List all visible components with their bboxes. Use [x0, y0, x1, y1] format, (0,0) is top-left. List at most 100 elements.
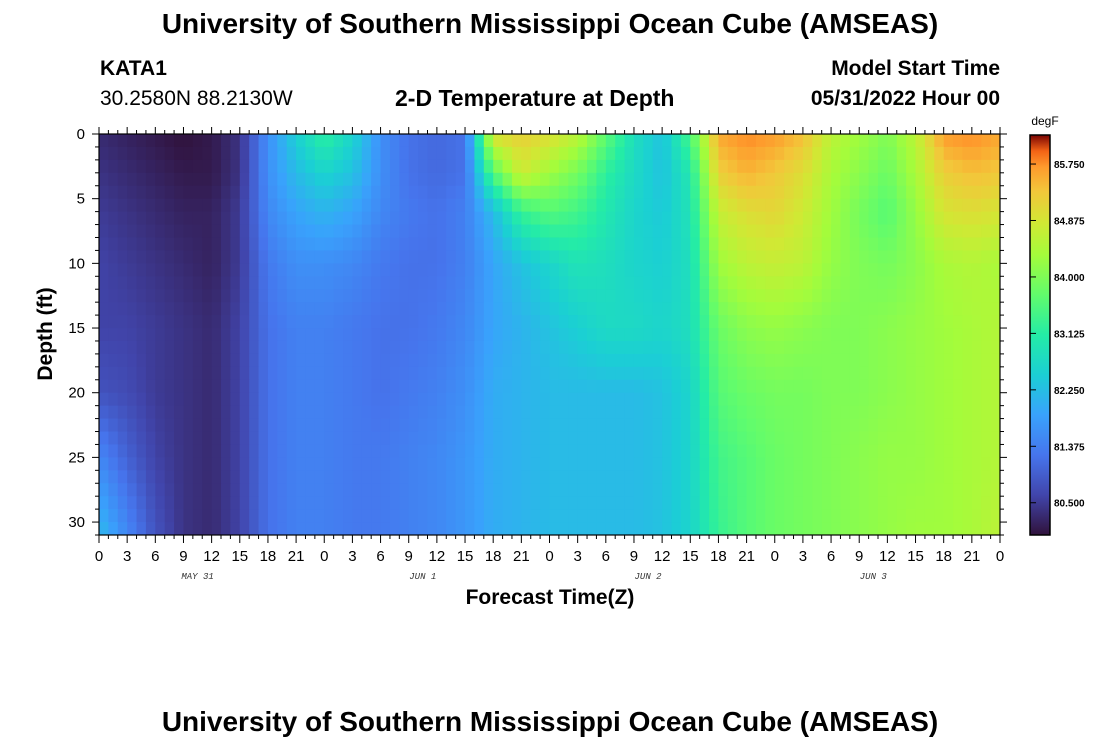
heatmap-cell	[389, 198, 400, 213]
heatmap-cell	[924, 289, 935, 303]
colorbar: degF 85.75084.87584.00083.12582.25081.37…	[1029, 114, 1085, 536]
x-tick-label: 6	[151, 548, 159, 565]
heatmap-cell	[877, 172, 888, 187]
heatmap-cell	[136, 418, 147, 433]
heatmap-cell	[211, 366, 222, 381]
heatmap-cell	[164, 509, 175, 523]
heatmap-cell	[709, 134, 720, 148]
heatmap-cell	[192, 276, 203, 290]
heatmap-cell	[690, 444, 701, 458]
heatmap-cell	[408, 237, 419, 252]
heatmap-cell	[371, 496, 382, 510]
heatmap-cell	[633, 237, 644, 252]
heatmap-cell	[183, 405, 194, 420]
heatmap-cell	[896, 340, 907, 355]
heatmap-cell	[981, 134, 992, 148]
heatmap-cell	[540, 146, 551, 161]
heatmap-cell	[174, 302, 185, 316]
heatmap-cell	[906, 353, 917, 368]
heatmap-cell	[305, 185, 316, 200]
heatmap-cell	[145, 522, 156, 535]
heatmap-cell	[896, 289, 907, 303]
heatmap-cell	[324, 483, 335, 497]
heatmap-cell	[859, 444, 870, 458]
heatmap-cell	[436, 224, 447, 239]
model-start-value: 05/31/2022 Hour 00	[810, 87, 1000, 110]
heatmap-cell	[690, 340, 701, 355]
heatmap-cell	[192, 418, 203, 433]
heatmap-cell	[530, 134, 541, 148]
heatmap-cell	[361, 522, 372, 535]
heatmap-cell	[277, 496, 288, 510]
heatmap-cell	[371, 418, 382, 433]
heatmap-cell	[145, 457, 156, 471]
heatmap-cell	[568, 366, 579, 381]
heatmap-cell	[483, 379, 494, 394]
heatmap-cell	[99, 250, 109, 264]
heatmap-cell	[652, 418, 663, 433]
heatmap-cell	[934, 457, 945, 471]
heatmap-cell	[652, 522, 663, 535]
heatmap-cell	[164, 224, 175, 239]
x-tick-label: 3	[348, 548, 356, 565]
heatmap-cell	[511, 522, 522, 535]
heatmap-cell	[746, 263, 757, 277]
heatmap-cell	[924, 379, 935, 394]
heatmap-cell	[277, 418, 288, 433]
heatmap-cell	[981, 340, 992, 355]
heatmap-cell	[380, 444, 391, 458]
heatmap-cell	[314, 315, 325, 329]
heatmap-cell	[577, 522, 588, 535]
heatmap-cell	[671, 496, 682, 510]
heatmap-cell	[577, 315, 588, 329]
heatmap-cell	[145, 509, 156, 523]
heatmap-cell	[981, 457, 992, 471]
heatmap-cell	[680, 444, 691, 458]
heatmap-cell	[446, 522, 457, 535]
heatmap-cell	[202, 483, 213, 497]
heatmap-cell	[877, 418, 888, 433]
heatmap-cell	[558, 366, 569, 381]
heatmap-cell	[389, 159, 400, 174]
heatmap-cell	[990, 431, 1000, 446]
heatmap-cell	[418, 483, 429, 497]
heatmap-cell	[221, 509, 231, 523]
heatmap-cell	[709, 185, 720, 200]
heatmap-cell	[408, 198, 419, 213]
heatmap-cell	[680, 237, 691, 252]
heatmap-cell	[821, 237, 832, 252]
heatmap-cell	[568, 237, 579, 252]
heatmap-cell	[99, 263, 109, 277]
heatmap-cell	[465, 431, 476, 446]
heatmap-cell	[418, 185, 429, 200]
heatmap-cell	[389, 405, 400, 420]
heatmap-cell	[971, 315, 982, 329]
heatmap-cell	[662, 198, 673, 213]
heatmap-cell	[840, 496, 851, 510]
heatmap-cell	[962, 470, 973, 484]
y-tick-label: 25	[68, 449, 85, 466]
heatmap-cell	[671, 379, 682, 394]
heatmap-cell	[662, 392, 673, 407]
heatmap-cell	[211, 392, 222, 407]
heatmap-cell	[906, 185, 917, 200]
heatmap-cell	[831, 315, 842, 329]
heatmap-cell	[633, 522, 644, 535]
heatmap-cell	[483, 470, 494, 484]
heatmap-cell	[211, 276, 222, 290]
heatmap-cell	[615, 457, 626, 471]
heatmap-cell	[483, 263, 494, 277]
heatmap-cell	[699, 470, 710, 484]
heatmap-cell	[99, 134, 109, 148]
heatmap-cell	[145, 289, 156, 303]
heatmap-cell	[577, 237, 588, 252]
heatmap-cell	[784, 328, 795, 342]
heatmap-cell	[465, 237, 476, 252]
heatmap-cell	[793, 457, 804, 471]
heatmap-cell	[784, 353, 795, 368]
heatmap-cell	[727, 224, 738, 239]
heatmap-cell	[981, 328, 992, 342]
heatmap-cell	[680, 366, 691, 381]
heatmap-cell	[267, 198, 278, 213]
heatmap-cell	[399, 276, 410, 290]
